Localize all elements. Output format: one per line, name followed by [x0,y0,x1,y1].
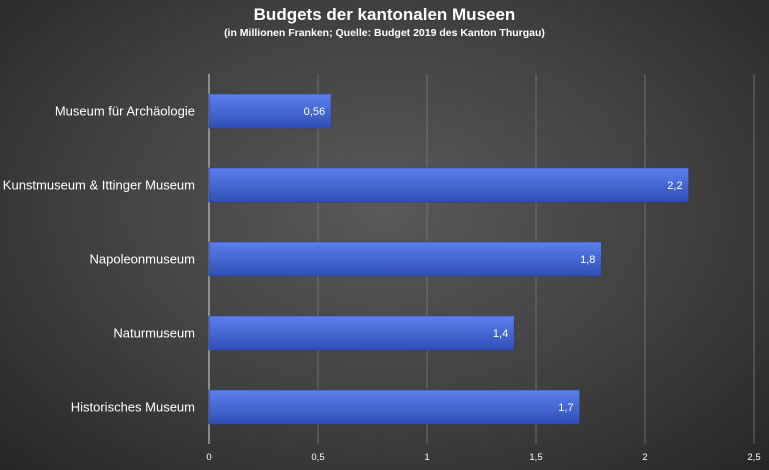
x-tick-label: 0 [206,452,211,463]
bar [208,93,332,129]
x-tick-label: 1 [424,452,429,463]
category-label: Museum für Archäologie [55,104,195,119]
chart-subtitle: (in Millionen Franken; Quelle: Budget 20… [224,27,545,39]
bar [208,315,515,351]
bar [208,389,580,425]
category-label: Napoleonmuseum [89,252,195,267]
data-label: 1,7 [558,402,573,414]
x-tick-label: 2,5 [747,452,760,463]
x-tick-label: 2 [642,452,647,463]
data-label: 1,4 [493,328,508,340]
data-label: 0,56 [304,106,325,118]
x-tick-label: 0,5 [311,452,324,463]
category-label: Historisches Museum [71,400,195,415]
chart-title: Budgets der kantonalen Museen [253,5,516,24]
data-label: 2,2 [667,180,682,192]
data-label: 1,8 [580,254,595,266]
bar [208,167,689,203]
bar [208,241,602,277]
x-tick-label: 1,5 [529,452,542,463]
category-label: Naturmuseum [113,326,195,341]
category-label: Kunstmuseum & Ittinger Museum [3,178,195,193]
